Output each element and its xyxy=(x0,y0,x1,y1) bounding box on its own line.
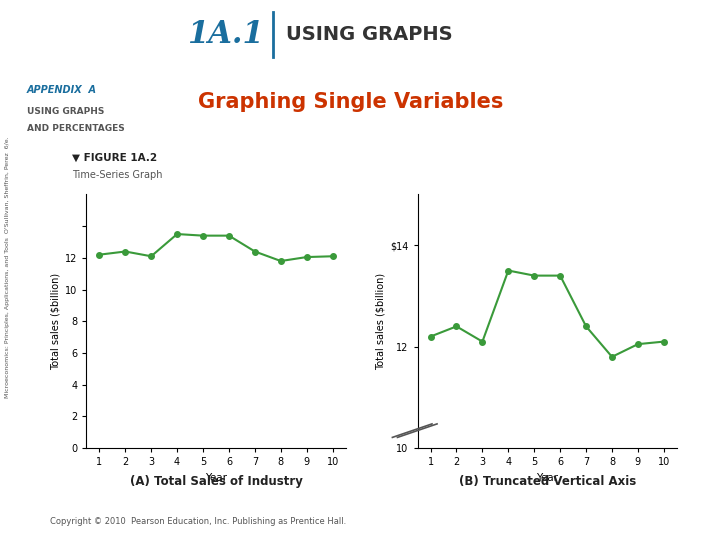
Text: USING GRAPHS: USING GRAPHS xyxy=(27,107,104,116)
X-axis label: Year: Year xyxy=(205,473,227,483)
Text: Microeconomics: Principles, Applications, and Tools  O'Sullivan, Sheffrin, Perez: Microeconomics: Principles, Applications… xyxy=(5,137,9,398)
Text: Copyright © 2010  Pearson Education, Inc. Publishing as Prentice Hall.: Copyright © 2010 Pearson Education, Inc.… xyxy=(50,517,346,526)
Text: Introduction: What: Introduction: What xyxy=(27,39,112,48)
Text: Is Economics?: Is Economics? xyxy=(27,56,90,65)
Text: 24 of 34: 24 of 34 xyxy=(651,519,696,529)
X-axis label: Year: Year xyxy=(536,473,558,483)
Text: Time-Series Graph: Time-Series Graph xyxy=(72,170,163,180)
Text: ▼ FIGURE 1A.2: ▼ FIGURE 1A.2 xyxy=(72,152,157,163)
Text: (B) Truncated Vertical Axis: (B) Truncated Vertical Axis xyxy=(459,475,636,488)
Y-axis label: Total sales ($billion): Total sales ($billion) xyxy=(51,273,60,370)
Text: (A) Total Sales of Industry: (A) Total Sales of Industry xyxy=(130,475,302,488)
Text: AND PERCENTAGES: AND PERCENTAGES xyxy=(27,124,125,133)
Y-axis label: Total sales ($billion): Total sales ($billion) xyxy=(376,273,386,370)
Text: APPENDIX  A: APPENDIX A xyxy=(27,85,97,96)
Text: USING GRAPHS: USING GRAPHS xyxy=(286,25,452,44)
Text: 1A.1: 1A.1 xyxy=(187,19,264,50)
Text: Graphing Single Variables: Graphing Single Variables xyxy=(197,91,503,112)
Text: CHAPTER 1: CHAPTER 1 xyxy=(27,19,96,30)
